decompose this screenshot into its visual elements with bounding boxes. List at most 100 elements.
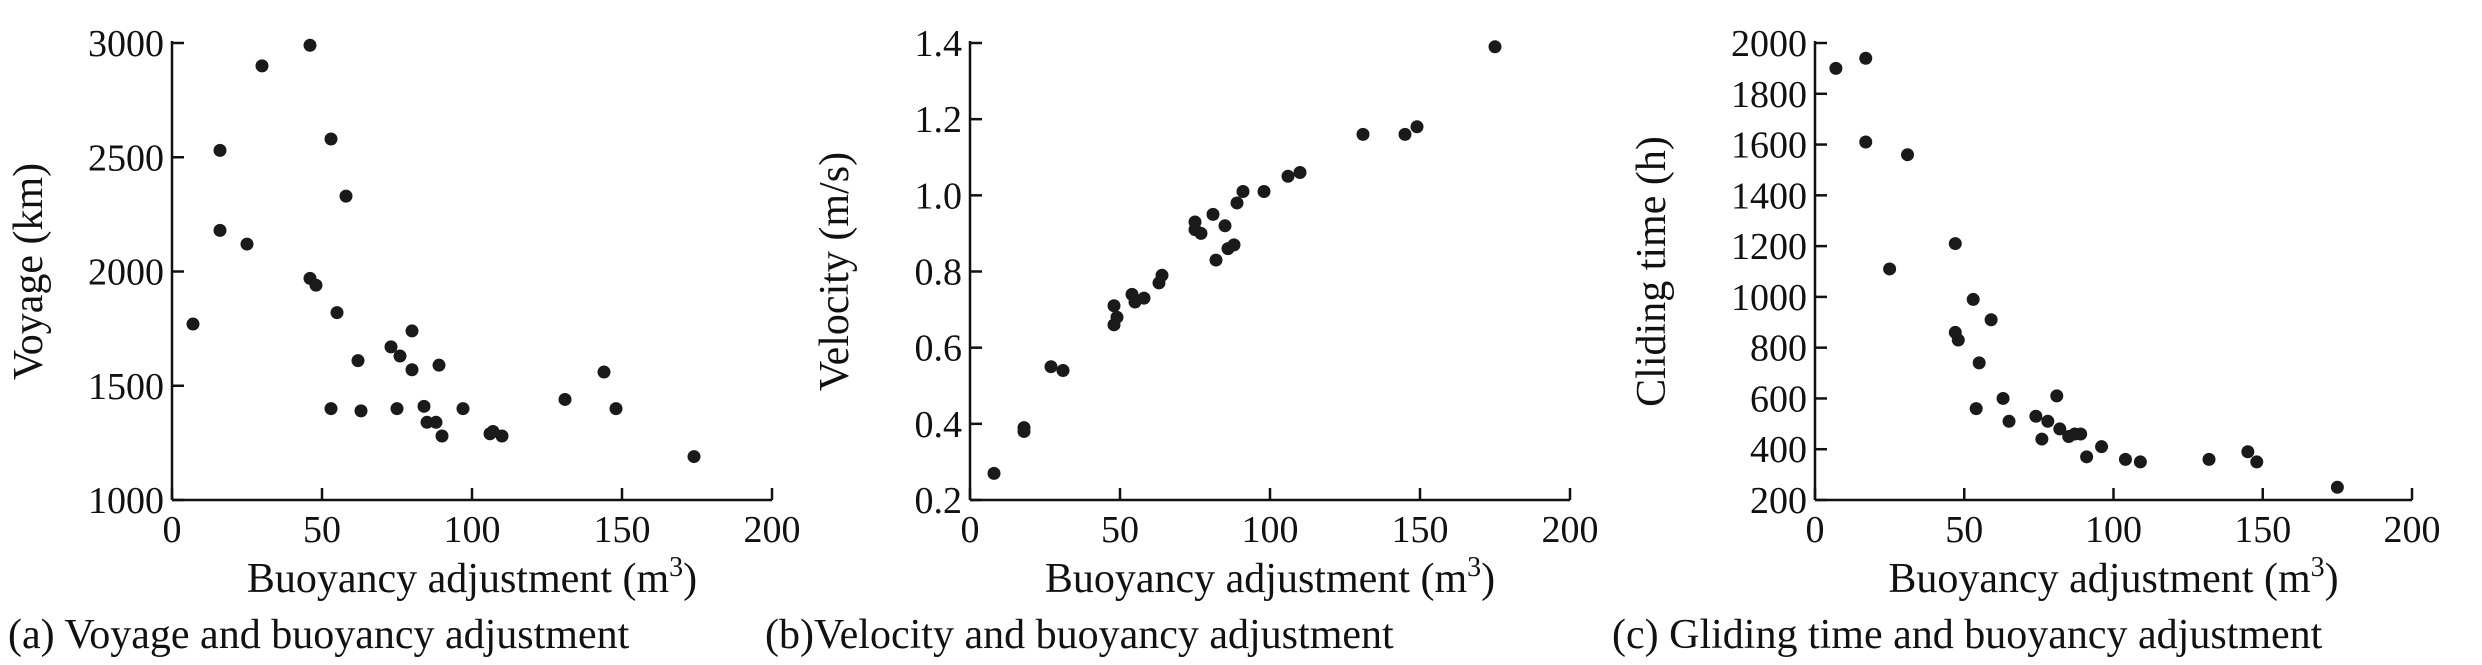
x-tick-label: 150 bbox=[594, 509, 651, 551]
x-axis-label-superscript: 3 bbox=[669, 552, 683, 583]
x-axis-label-superscript: 3 bbox=[1467, 552, 1481, 583]
data-point bbox=[339, 189, 353, 203]
data-point bbox=[429, 415, 443, 429]
data-point bbox=[1859, 51, 1873, 65]
data-point bbox=[324, 132, 338, 146]
y-axis-label: Voyage (km) bbox=[6, 163, 52, 380]
chart-caption: (a) Voyage and buoyancy adjustment bbox=[8, 612, 630, 658]
y-tick-label: 0.2 bbox=[915, 480, 963, 522]
data-point bbox=[1281, 169, 1295, 183]
y-axis-label: Velocity (m/s) bbox=[812, 152, 858, 391]
chart-panel-3: 0 50 100 150 200 200 400 600 800 1000 1200 1400 1600… bbox=[1612, 23, 2441, 658]
data-point bbox=[309, 278, 323, 292]
data-point bbox=[1410, 120, 1424, 134]
data-point bbox=[1829, 61, 1843, 75]
data-point bbox=[303, 38, 317, 52]
y-tick-label: 0.8 bbox=[915, 252, 963, 294]
x-axis-label: Buoyancy adjustment (m3) bbox=[1888, 552, 2338, 602]
data-point bbox=[213, 143, 227, 157]
data-point bbox=[1257, 185, 1271, 199]
y-tick-label: 800 bbox=[1750, 328, 1807, 370]
chart-caption: (c) Gliding time and buoyancy adjustment bbox=[1612, 612, 2323, 658]
data-point bbox=[186, 317, 200, 331]
x-axis-label-text: Buoyancy adjustment (m bbox=[247, 556, 670, 602]
y-tick-label: 1400 bbox=[1731, 175, 1807, 217]
data-point bbox=[420, 415, 434, 429]
x-tick-label: 50 bbox=[1101, 509, 1139, 551]
data-point bbox=[1194, 226, 1208, 240]
data-point bbox=[2202, 452, 2216, 466]
y-tick-label: 200 bbox=[1750, 480, 1807, 522]
data-point bbox=[1859, 135, 1873, 149]
data-point bbox=[1236, 185, 1250, 199]
x-tick-label: 200 bbox=[2384, 509, 2441, 551]
x-tick-label: 0 bbox=[163, 509, 182, 551]
data-point bbox=[1110, 310, 1124, 324]
data-point bbox=[1996, 391, 2010, 405]
chart-panel-2: 0 50 100 150 200 0.2 0.4 0.6 0.8 1.0 1.2 1.4 Velocit… bbox=[765, 23, 1599, 658]
data-point bbox=[354, 404, 368, 418]
x-tick-label: 100 bbox=[1242, 509, 1299, 551]
data-point bbox=[687, 450, 701, 464]
data-point bbox=[597, 365, 611, 379]
data-point bbox=[2002, 414, 2016, 428]
data-point bbox=[1218, 219, 1232, 233]
x-tick-label: 50 bbox=[303, 509, 341, 551]
data-point bbox=[2095, 440, 2109, 454]
data-point bbox=[330, 306, 344, 320]
data-point bbox=[1901, 148, 1915, 162]
data-point bbox=[1206, 207, 1220, 221]
y-tick-label: 1.2 bbox=[915, 99, 963, 141]
data-point bbox=[240, 237, 254, 251]
x-tick-label: 200 bbox=[1542, 509, 1599, 551]
x-axis-label-close: ) bbox=[683, 556, 697, 602]
data-point bbox=[1293, 165, 1307, 179]
data-point bbox=[324, 402, 338, 416]
data-point bbox=[405, 363, 419, 377]
data-point bbox=[2133, 455, 2147, 469]
x-tick-label: 50 bbox=[1945, 509, 1983, 551]
data-point bbox=[2053, 422, 2067, 436]
y-tick-label: 1200 bbox=[1731, 226, 1807, 268]
data-point bbox=[2250, 455, 2264, 469]
data-point bbox=[609, 402, 623, 416]
x-tick-label: 0 bbox=[961, 509, 980, 551]
data-point bbox=[384, 340, 398, 354]
y-tick-label: 400 bbox=[1750, 429, 1807, 471]
y-tick-label: 0.6 bbox=[915, 328, 963, 370]
y-tick-label: 1.0 bbox=[915, 175, 963, 217]
data-point bbox=[2035, 432, 2049, 446]
data-point bbox=[1155, 268, 1169, 282]
y-tick-label: 1.4 bbox=[915, 23, 963, 65]
data-point bbox=[393, 349, 407, 363]
data-point bbox=[1398, 127, 1412, 141]
data-point bbox=[1948, 237, 1962, 251]
x-axis-label: Buoyancy adjustment (m3) bbox=[1045, 552, 1495, 602]
data-point bbox=[2029, 409, 2043, 423]
data-point bbox=[2118, 452, 2132, 466]
y-tick-label: 1600 bbox=[1731, 125, 1807, 167]
chart-caption: (b)Velocity and buoyancy adjustment bbox=[765, 612, 1394, 658]
chart-panel-1: 0 50 100 150 200 1000 1500 2000 2500 3000 Voyage (… bbox=[6, 23, 801, 658]
y-tick-label: 2500 bbox=[88, 137, 164, 179]
y-axis-label: Cliding time (h) bbox=[1629, 136, 1675, 407]
x-axis-label-text: Buoyancy adjustment (m bbox=[1888, 556, 2311, 602]
data-point bbox=[1188, 215, 1202, 229]
y-tick-label: 0.4 bbox=[915, 404, 963, 446]
data-point bbox=[213, 223, 227, 237]
data-point bbox=[495, 429, 509, 443]
data-point bbox=[1056, 364, 1070, 378]
data-point bbox=[1883, 262, 1897, 276]
y-tick-label: 2000 bbox=[1731, 23, 1807, 65]
data-point bbox=[2041, 414, 2055, 428]
data-point bbox=[1107, 299, 1121, 313]
data-point bbox=[405, 324, 419, 338]
data-point bbox=[2241, 445, 2255, 459]
y-tick-label: 2000 bbox=[88, 252, 164, 294]
data-point bbox=[1966, 292, 1980, 306]
x-axis-label: Buoyancy adjustment (m3) bbox=[247, 552, 697, 602]
data-point bbox=[1984, 313, 1998, 327]
x-tick-label: 150 bbox=[1392, 509, 1449, 551]
data-point bbox=[1044, 360, 1058, 374]
data-point bbox=[1137, 291, 1151, 305]
